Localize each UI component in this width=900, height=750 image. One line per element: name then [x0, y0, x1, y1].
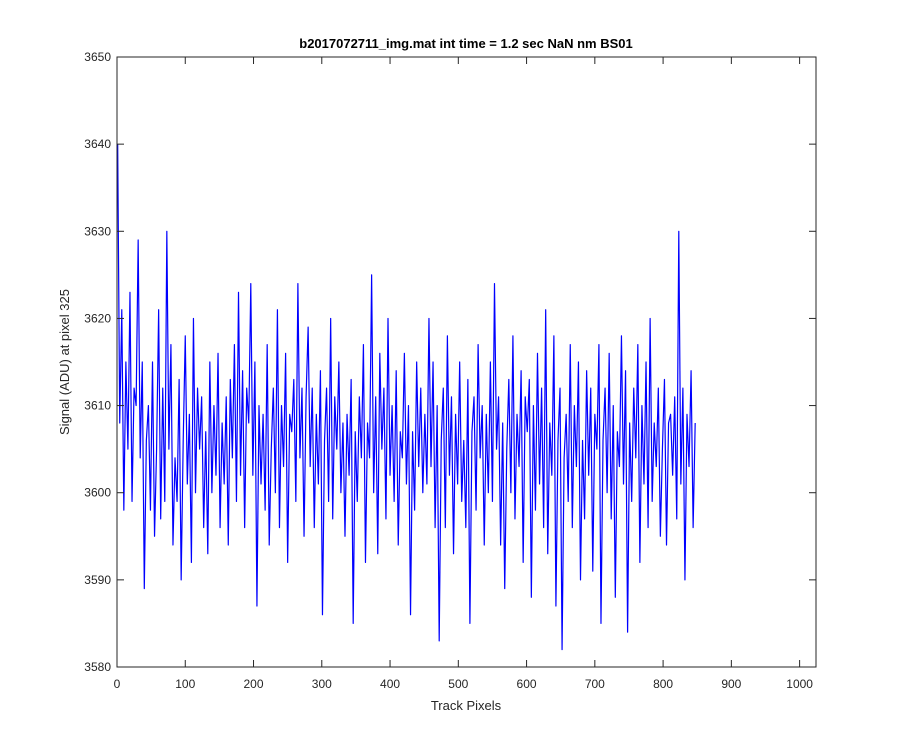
x-tick-label: 300 — [312, 677, 332, 691]
chart-title: b2017072711_img.mat int time = 1.2 sec N… — [299, 36, 632, 51]
x-axis-ticks: 0 100 200 300 400 500 600 700 800 900 1000 — [114, 57, 813, 691]
y-tick-label: 3600 — [84, 486, 111, 500]
x-tick-label: 0 — [114, 677, 121, 691]
x-tick-label: 800 — [653, 677, 673, 691]
plot-area — [117, 57, 816, 667]
x-tick-label: 1000 — [786, 677, 813, 691]
y-tick-label: 3640 — [84, 137, 111, 151]
x-tick-label: 700 — [585, 677, 605, 691]
y-tick-label: 3650 — [84, 50, 111, 64]
y-tick-label: 3620 — [84, 311, 111, 325]
y-axis-label: Signal (ADU) at pixel 325 — [57, 289, 72, 435]
y-tick-label: 3580 — [84, 660, 111, 674]
y-axis-ticks: 3580 3590 3600 3610 3620 3630 3640 3650 — [84, 50, 816, 674]
x-tick-label: 600 — [517, 677, 537, 691]
series-line-1 — [117, 144, 696, 651]
series-layer — [117, 144, 696, 651]
x-axis-label: Track Pixels — [431, 698, 502, 713]
axes-box — [116, 56, 817, 668]
x-tick-label: 500 — [448, 677, 468, 691]
y-tick-label: 3590 — [84, 573, 111, 587]
y-tick-label: 3610 — [84, 399, 111, 413]
x-tick-label: 400 — [380, 677, 400, 691]
x-tick-label: 100 — [175, 677, 195, 691]
x-tick-label: 900 — [721, 677, 741, 691]
x-tick-label: 200 — [244, 677, 264, 691]
y-tick-label: 3630 — [84, 224, 111, 238]
